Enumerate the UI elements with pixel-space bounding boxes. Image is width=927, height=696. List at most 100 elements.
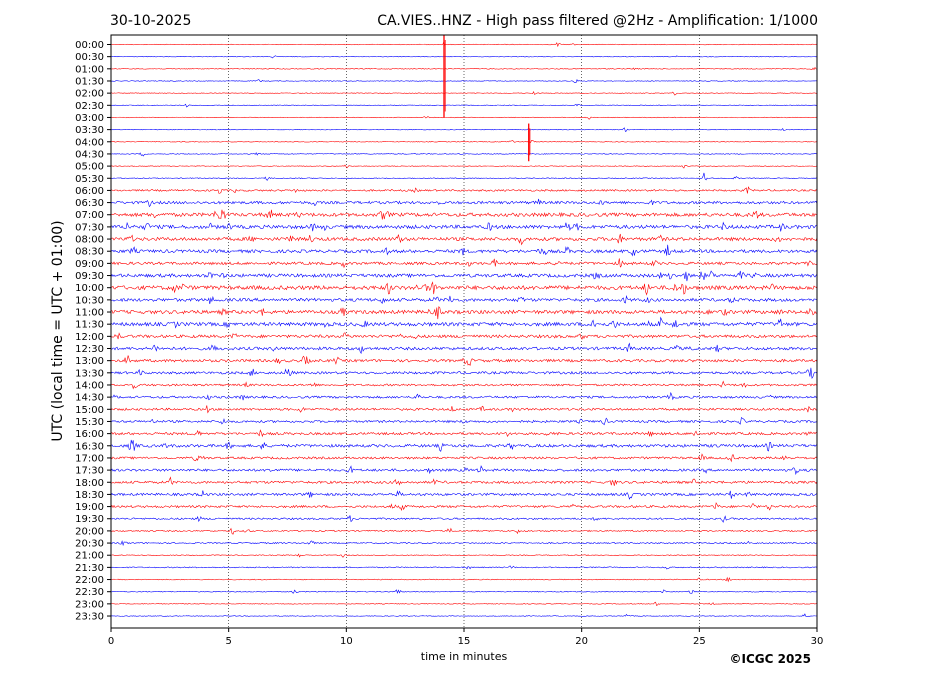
- row-label: 22:00: [75, 575, 104, 586]
- trace-row-1000: [110, 281, 818, 296]
- trace-row-0000: [110, 40, 818, 48]
- copyright-label: ©ICGC 2025: [729, 652, 811, 666]
- row-label: 23:30: [75, 612, 104, 623]
- trace-row-0130: [110, 78, 818, 83]
- trace-row-1330: [110, 367, 818, 379]
- x-axis-ticks: 0 5 10 15 20 25 30: [108, 628, 824, 647]
- row-label: 15:00: [75, 405, 104, 416]
- row-label: 19:30: [75, 514, 104, 525]
- trace-row-0700: [110, 209, 818, 220]
- trace-row-2330: [110, 613, 818, 617]
- row-label: 04:00: [75, 137, 104, 148]
- row-label: 08:00: [75, 235, 104, 246]
- row-label: 02:00: [75, 89, 104, 100]
- row-label: 10:30: [75, 295, 104, 306]
- trace-row-0230: [110, 103, 818, 108]
- trace-row-1100: [110, 306, 818, 320]
- x-tick-label: 10: [340, 636, 353, 647]
- row-label: 06:00: [75, 186, 104, 197]
- trace-row-0530: [110, 172, 818, 181]
- row-label: 01:30: [75, 76, 104, 87]
- row-label: 00:00: [75, 40, 104, 51]
- trace-row-1630: [110, 439, 818, 452]
- row-label: 00:30: [75, 52, 104, 63]
- row-label: 09:30: [75, 271, 104, 282]
- row-label: 02:30: [75, 101, 104, 112]
- row-label: 16:00: [75, 429, 104, 440]
- row-label: 21:00: [75, 551, 104, 562]
- x-tick-label: 15: [458, 636, 471, 647]
- trace-row-1400: [110, 380, 818, 390]
- row-label: 18:00: [75, 478, 104, 489]
- row-label: 06:30: [75, 198, 104, 209]
- trace-row-1500: [110, 405, 818, 414]
- row-label: 20:00: [75, 526, 104, 537]
- row-label: 07:30: [75, 222, 104, 233]
- vertical-grid: [228, 35, 700, 628]
- trace-row-0630: [110, 198, 818, 208]
- trace-row-1430: [110, 391, 818, 401]
- row-label: 04:30: [75, 149, 104, 160]
- row-label: 20:30: [75, 539, 104, 550]
- row-label: 10:00: [75, 283, 104, 294]
- x-tick-label: 5: [225, 636, 231, 647]
- chart-title: CA.VIES..HNZ - High pass filtered @2Hz -…: [377, 13, 818, 29]
- trace-row-0030: [110, 55, 818, 59]
- row-label: 22:30: [75, 587, 104, 598]
- trace-row-1930: [110, 515, 818, 523]
- x-tick-label: 20: [575, 636, 588, 647]
- trace-row-1800: [110, 476, 818, 486]
- trace-row-2130: [110, 565, 818, 570]
- row-label: 17:00: [75, 453, 104, 464]
- trace-row-0200: [110, 91, 818, 96]
- y-axis-label: UTC (local time = UTC + 01:00): [50, 220, 66, 441]
- trace-row-2200: [110, 576, 817, 583]
- row-label: 05:30: [75, 174, 104, 185]
- x-tick-label: 25: [693, 636, 706, 647]
- trace-row-2100: [110, 553, 818, 558]
- trace-row-2000: [110, 527, 818, 535]
- row-label: 18:30: [75, 490, 104, 501]
- row-label: 07:00: [75, 210, 104, 221]
- row-label: 17:30: [75, 466, 104, 477]
- row-label: 03:30: [75, 125, 104, 136]
- trace-row-1700: [110, 453, 818, 463]
- seismic-traces: [110, 35, 818, 617]
- trace-row-2300: [110, 601, 818, 606]
- trace-row-2030: [110, 540, 818, 547]
- row-label: 11:00: [75, 308, 104, 319]
- row-label: 05:00: [75, 162, 104, 173]
- row-label: 16:30: [75, 441, 104, 452]
- row-label: 19:00: [75, 502, 104, 513]
- trace-row-1530: [110, 416, 818, 426]
- row-label: 03:00: [75, 113, 104, 124]
- row-label: 08:30: [75, 247, 104, 258]
- trace-row-1230: [110, 342, 818, 355]
- row-label: 12:00: [75, 332, 104, 343]
- row-label: 11:30: [75, 320, 104, 331]
- trace-row-0600: [110, 186, 818, 194]
- trace-row-1200: [110, 332, 818, 340]
- row-label: 14:30: [75, 393, 104, 404]
- trace-row-1830: [110, 490, 818, 500]
- x-tick-label: 0: [108, 636, 114, 647]
- trace-row-1730: [110, 465, 818, 476]
- x-tick-label: 30: [811, 636, 824, 647]
- row-label: 15:30: [75, 417, 104, 428]
- trace-row-0830: [110, 244, 818, 257]
- row-label: 14:00: [75, 380, 104, 391]
- trace-row-0730: [110, 221, 818, 232]
- row-label: 13:30: [75, 368, 104, 379]
- trace-row-0900: [110, 258, 818, 269]
- trace-row-0400: [110, 140, 818, 143]
- trace-row-0300: [110, 116, 818, 120]
- row-label: 23:00: [75, 599, 104, 610]
- row-label: 12:30: [75, 344, 104, 355]
- chart-date: 30-10-2025: [110, 13, 191, 29]
- row-label: 01:00: [75, 64, 104, 75]
- trace-row-1900: [110, 502, 818, 512]
- trace-row-0500: [110, 164, 818, 169]
- trace-row-0330: [110, 127, 818, 132]
